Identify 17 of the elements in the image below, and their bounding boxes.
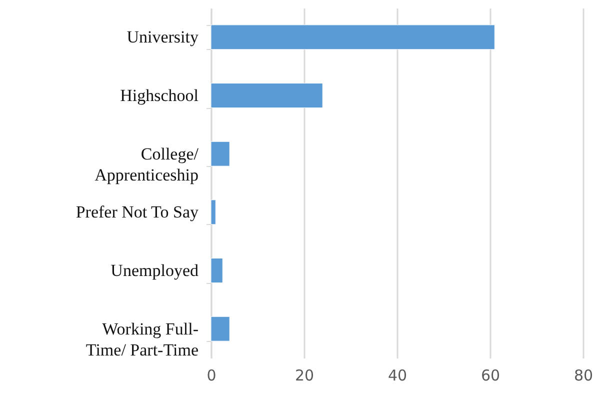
x-tick-label: 80 — [574, 366, 594, 384]
x-tick-label: 0 — [206, 366, 216, 384]
y-tick-label: University — [126, 28, 199, 47]
bar — [210, 141, 230, 166]
bar — [210, 200, 216, 225]
x-tick-label: 40 — [388, 366, 408, 384]
x-tick-label: 20 — [294, 366, 314, 384]
bar — [210, 83, 323, 108]
y-tick-label: Highschool — [120, 86, 199, 105]
y-tick-label: Unemployed — [110, 261, 199, 280]
bar — [210, 316, 230, 342]
y-tick-label: Prefer Not To Say — [76, 202, 199, 222]
bar — [210, 24, 495, 50]
y-tick-label: College/ Apprenticeship — [94, 144, 199, 184]
x-tick-label: 60 — [480, 366, 500, 384]
y-tick-label: Working Full- Time/ Part-Time — [86, 319, 199, 360]
bar — [210, 258, 223, 283]
